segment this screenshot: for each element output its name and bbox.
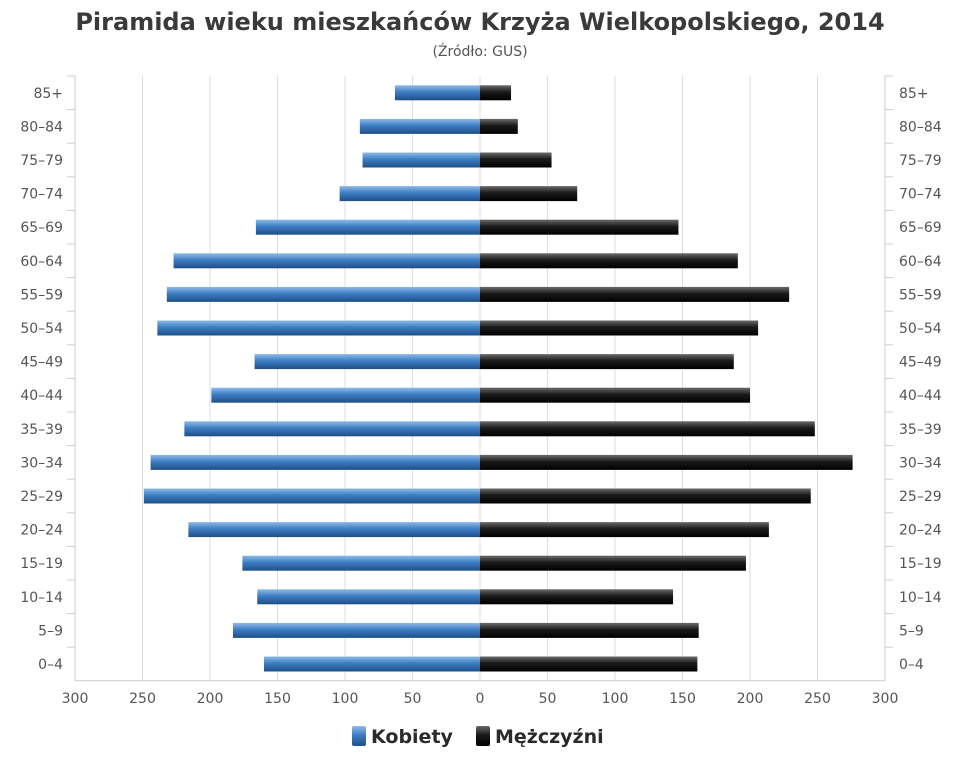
bar-male (480, 186, 578, 202)
bar-male (480, 219, 679, 235)
bar-female (173, 253, 481, 269)
bar-female (188, 522, 480, 538)
y-tick-label-left: 40–44 (20, 388, 63, 404)
bar-female (362, 152, 480, 168)
chart-subtitle: (Źródło: GUS) (432, 44, 528, 60)
y-tick-label-right: 70–74 (899, 187, 942, 203)
bar-female (257, 589, 480, 605)
bar-female (232, 622, 480, 638)
x-tick-label: 100 (602, 691, 629, 707)
y-tick-label-left: 20–24 (20, 523, 63, 539)
x-tick-label: 150 (669, 691, 696, 707)
legend-label-female: Kobiety (371, 726, 454, 748)
y-tick-label-right: 25–29 (899, 489, 942, 505)
y-tick-label-left: 70–74 (20, 187, 63, 203)
bar-female (394, 85, 480, 101)
bar-male (480, 85, 512, 101)
y-tick-label-right: 45–49 (899, 355, 942, 371)
bar-female (264, 656, 480, 672)
x-tick-label: 300 (62, 691, 89, 707)
bars-group (143, 85, 853, 672)
x-tick-label: 200 (737, 691, 764, 707)
y-tick-label-right: 10–14 (899, 590, 942, 606)
y-tick-label-left: 35–39 (20, 422, 63, 438)
bar-female (166, 286, 481, 302)
y-tick-label-left: 15–19 (20, 556, 63, 572)
bar-male (480, 320, 759, 336)
bar-female (254, 354, 480, 370)
y-tick-label-left: 65–69 (20, 220, 63, 236)
x-tick-label: 250 (129, 691, 156, 707)
y-tick-label-left: 10–14 (20, 590, 63, 606)
y-tick-label-right: 60–64 (899, 254, 942, 270)
y-tick-label-left: 5–9 (38, 623, 63, 639)
x-tick-label: 200 (197, 691, 224, 707)
y-tick-label-left: 60–64 (20, 254, 63, 270)
y-tick-label-left: 50–54 (20, 321, 63, 337)
y-tick-label-right: 55–59 (899, 287, 942, 303)
y-tick-label-right: 80–84 (899, 119, 942, 135)
y-tick-label-left: 85+ (33, 86, 63, 102)
y-tick-label-right: 15–19 (899, 556, 942, 572)
bar-male (480, 488, 811, 504)
x-tick-label: 50 (404, 691, 422, 707)
y-tick-label-right: 85+ (899, 86, 929, 102)
bar-female (359, 118, 480, 134)
y-tick-label-right: 5–9 (899, 623, 924, 639)
bar-male (480, 555, 746, 571)
y-tick-label-left: 45–49 (20, 355, 63, 371)
bar-male (480, 118, 518, 134)
y-tick-label-left: 25–29 (20, 489, 63, 505)
y-tick-label-right: 0–4 (899, 657, 924, 673)
x-tick-label: 300 (872, 691, 899, 707)
y-tick-label-right: 50–54 (899, 321, 942, 337)
bar-female (150, 454, 480, 470)
grid-lines (67, 75, 893, 682)
bar-male (480, 421, 815, 437)
legend-swatch-female (352, 726, 366, 746)
bar-male (480, 354, 734, 370)
bar-female (157, 320, 480, 336)
bar-male (480, 387, 750, 403)
y-tick-label-left: 30–34 (20, 455, 63, 471)
y-tick-label-right: 35–39 (899, 422, 942, 438)
bar-male (480, 589, 674, 605)
x-tick-label: 150 (264, 691, 291, 707)
legend-swatch-male (476, 726, 490, 746)
y-tick-label-right: 20–24 (899, 523, 942, 539)
bar-female (143, 488, 480, 504)
legend-label-male: Mężczyźni (495, 726, 604, 748)
bar-male (480, 522, 769, 538)
y-tick-label-right: 75–79 (899, 153, 942, 169)
y-tick-label-left: 0–4 (38, 657, 63, 673)
bar-male (480, 152, 552, 168)
bar-female (184, 421, 480, 437)
bar-female (255, 219, 480, 235)
bar-female (211, 387, 480, 403)
x-tick-label: 0 (476, 691, 485, 707)
bar-male (480, 286, 790, 302)
y-tick-label-left: 80–84 (20, 119, 63, 135)
y-tick-label-right: 30–34 (899, 455, 942, 471)
x-tick-label: 250 (804, 691, 831, 707)
bar-male (480, 454, 853, 470)
chart-title: Piramida wieku mieszkańców Krzyża Wielko… (75, 8, 885, 36)
y-tick-label-right: 65–69 (899, 220, 942, 236)
bar-female (339, 186, 480, 202)
y-tick-label-left: 75–79 (20, 153, 63, 169)
bar-male (480, 656, 698, 672)
axis-labels: 85+ 85+ 80–84 80–84 75–79 75–79 70–74 70–74 65–6… (20, 86, 941, 707)
y-tick-label-left: 55–59 (20, 287, 63, 303)
legend: Kobiety Mężczyźni (352, 726, 604, 748)
bar-male (480, 622, 699, 638)
y-tick-label-right: 40–44 (899, 388, 942, 404)
x-tick-label: 100 (332, 691, 359, 707)
x-tick-label: 50 (539, 691, 557, 707)
bar-male (480, 253, 738, 269)
bar-female (242, 555, 480, 571)
